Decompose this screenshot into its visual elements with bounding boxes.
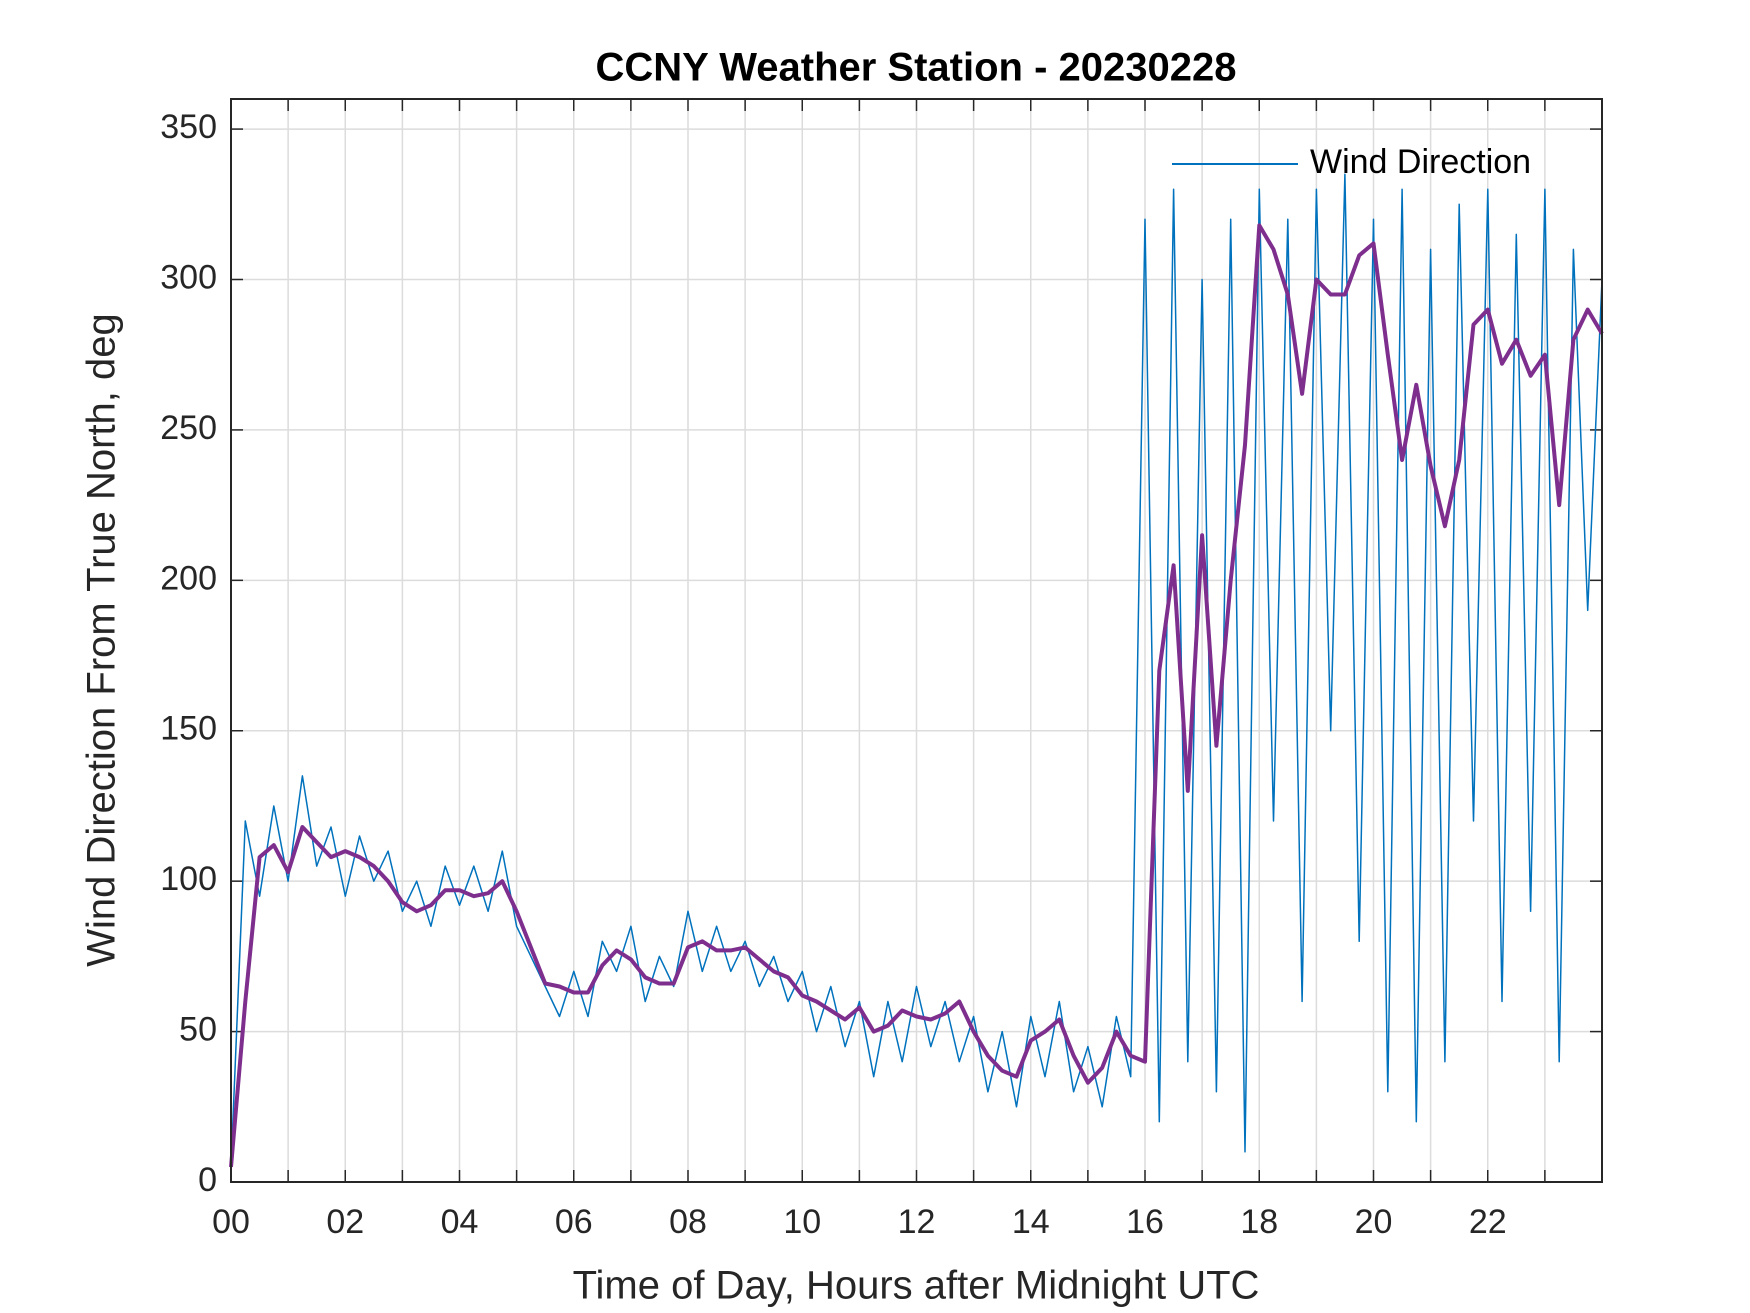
y-tick-label: 0 [198,1161,217,1199]
y-tick-label: 150 [160,710,217,748]
y-tick-label: 200 [160,559,217,597]
x-axis-label: Time of Day, Hours after Midnight UTC [573,1264,1260,1308]
x-tick-label: 06 [555,1203,593,1241]
y-tick-label: 50 [179,1011,217,1049]
data-line [229,223,1604,1168]
data-line [230,173,1603,1168]
x-tick-label: 08 [669,1203,707,1241]
x-tick-label: 20 [1355,1203,1393,1241]
y-tick-label: 250 [160,409,217,447]
y-tick-label: 300 [160,258,217,296]
x-tick-label: 18 [1240,1203,1278,1241]
x-tick-label: 04 [441,1203,479,1241]
axes-frame [230,98,1603,1183]
x-tick-label: 22 [1469,1203,1507,1241]
chart-title: CCNY Weather Station - 20230228 [596,46,1237,90]
x-tick-label: 14 [1012,1203,1050,1241]
y-tick-label: 100 [160,860,217,898]
y-tick-label: 350 [160,108,217,146]
x-tick-label: 16 [1126,1203,1164,1241]
legend-label: Wind Direction [1310,143,1531,181]
y-axis-label: Wind Direction From True North, deg [80,313,124,967]
x-tick-label: 10 [783,1203,821,1241]
x-tick-label: 02 [326,1203,364,1241]
x-tick-label: 00 [212,1203,250,1241]
x-tick-label: 12 [898,1203,936,1241]
